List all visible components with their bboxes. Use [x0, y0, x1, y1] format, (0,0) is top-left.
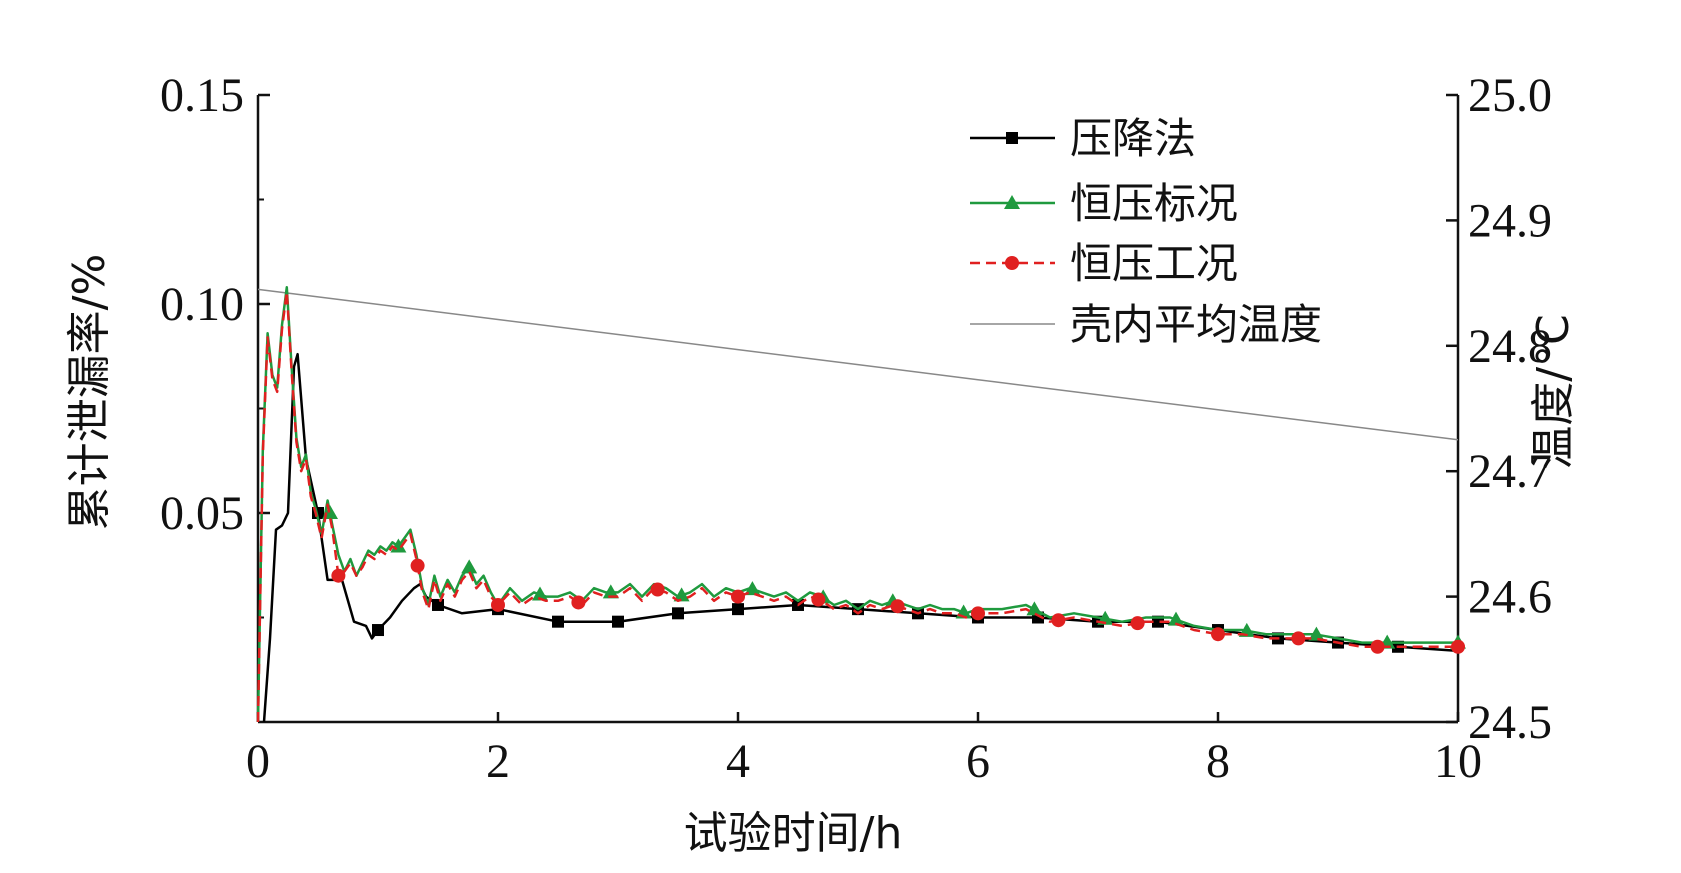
data-point-circle	[1130, 616, 1145, 631]
data-point-triangle	[744, 581, 761, 596]
left-y-tick-label: 0.15	[160, 69, 244, 122]
right-y-tick-label: 25.0	[1468, 69, 1552, 122]
left-y-axis-label: 累计泄漏率/%	[64, 254, 115, 531]
data-point-circle	[1211, 627, 1225, 642]
legend-label: 恒压工况	[1070, 239, 1238, 288]
data-point-square	[552, 615, 564, 628]
series-line	[262, 352, 1459, 723]
tick-marks	[256, 93, 1460, 724]
left-y-tick-label: 0.05	[160, 487, 244, 540]
right-y-axis-label: 温度/°C	[1528, 314, 1579, 470]
x-tick-label: 10	[1434, 735, 1482, 788]
data-point-circle	[1370, 639, 1385, 654]
legend-marker-triangle	[1004, 195, 1020, 209]
legend-item-pressure-drop: 压降法	[970, 114, 1196, 163]
legend-marker-square	[1006, 132, 1018, 144]
data-point-square	[732, 603, 744, 616]
data-point-circle	[650, 582, 665, 597]
x-tick-label: 2	[486, 735, 510, 788]
data-point-circle	[1291, 631, 1306, 646]
series-0	[262, 352, 1459, 723]
x-tick-label: 6	[966, 735, 990, 788]
series-line	[256, 286, 1458, 723]
x-axis-label: 试验时间/h	[684, 808, 903, 859]
data-point-circle	[971, 606, 985, 621]
data-point-square	[432, 598, 444, 611]
x-tick-label: 8	[1206, 735, 1230, 788]
data-point-square	[672, 607, 684, 620]
right-y-tick-label: 24.6	[1468, 571, 1552, 624]
data-point-circle	[890, 599, 905, 614]
series-layer	[256, 286, 1466, 723]
data-point-triangle	[673, 587, 690, 602]
legend-marker-circle	[1005, 256, 1019, 270]
x-tick-label: 0	[246, 735, 270, 788]
series-2	[256, 290, 1465, 723]
series-line	[257, 288, 1459, 441]
legend: 压降法 恒压标况 恒压工况 壳内平均温度	[970, 114, 1322, 349]
right-y-tick-label: 24.7	[1468, 445, 1552, 498]
data-point-circle	[1051, 613, 1066, 628]
data-point-circle	[331, 568, 346, 583]
legend-item-constant-pressure-standard: 恒压标况	[970, 179, 1238, 228]
data-point-triangle	[1168, 611, 1184, 626]
left-y-tick-label: 0.10	[160, 278, 244, 331]
x-tick-label: 4	[726, 735, 750, 788]
legend-label: 压降法	[1070, 114, 1196, 163]
legend-label: 壳内平均温度	[1070, 300, 1322, 349]
legend-label: 恒压标况	[1070, 179, 1238, 228]
legend-item-shell-temperature: 壳内平均温度	[970, 300, 1322, 349]
series-line	[256, 290, 1458, 723]
data-point-circle	[410, 558, 425, 573]
data-point-circle	[731, 589, 745, 604]
right-y-tick-label: 24.8	[1468, 320, 1552, 373]
tick-labels: 0 2 4 6 8 10 0.05 0.10 0.15 24.5 24.6 24.7 24.8 24.9 2…	[160, 69, 1552, 788]
data-point-triangle	[1026, 601, 1043, 616]
data-point-triangle	[532, 586, 548, 601]
data-point-circle	[571, 595, 586, 610]
data-point-triangle	[1308, 626, 1325, 641]
axes	[256, 95, 1460, 724]
series-3	[257, 288, 1459, 441]
right-y-tick-label: 24.9	[1468, 194, 1552, 247]
data-point-circle	[811, 592, 826, 607]
data-point-square	[612, 615, 624, 628]
data-point-circle	[491, 597, 505, 612]
data-point-triangle	[461, 559, 478, 574]
right-y-tick-label: 24.5	[1468, 696, 1552, 749]
data-point-square	[372, 624, 384, 637]
data-point-triangle	[602, 584, 619, 599]
legend-item-constant-pressure-working: 恒压工况	[970, 239, 1238, 288]
series-1	[256, 286, 1466, 723]
data-point-circle	[1451, 639, 1465, 654]
